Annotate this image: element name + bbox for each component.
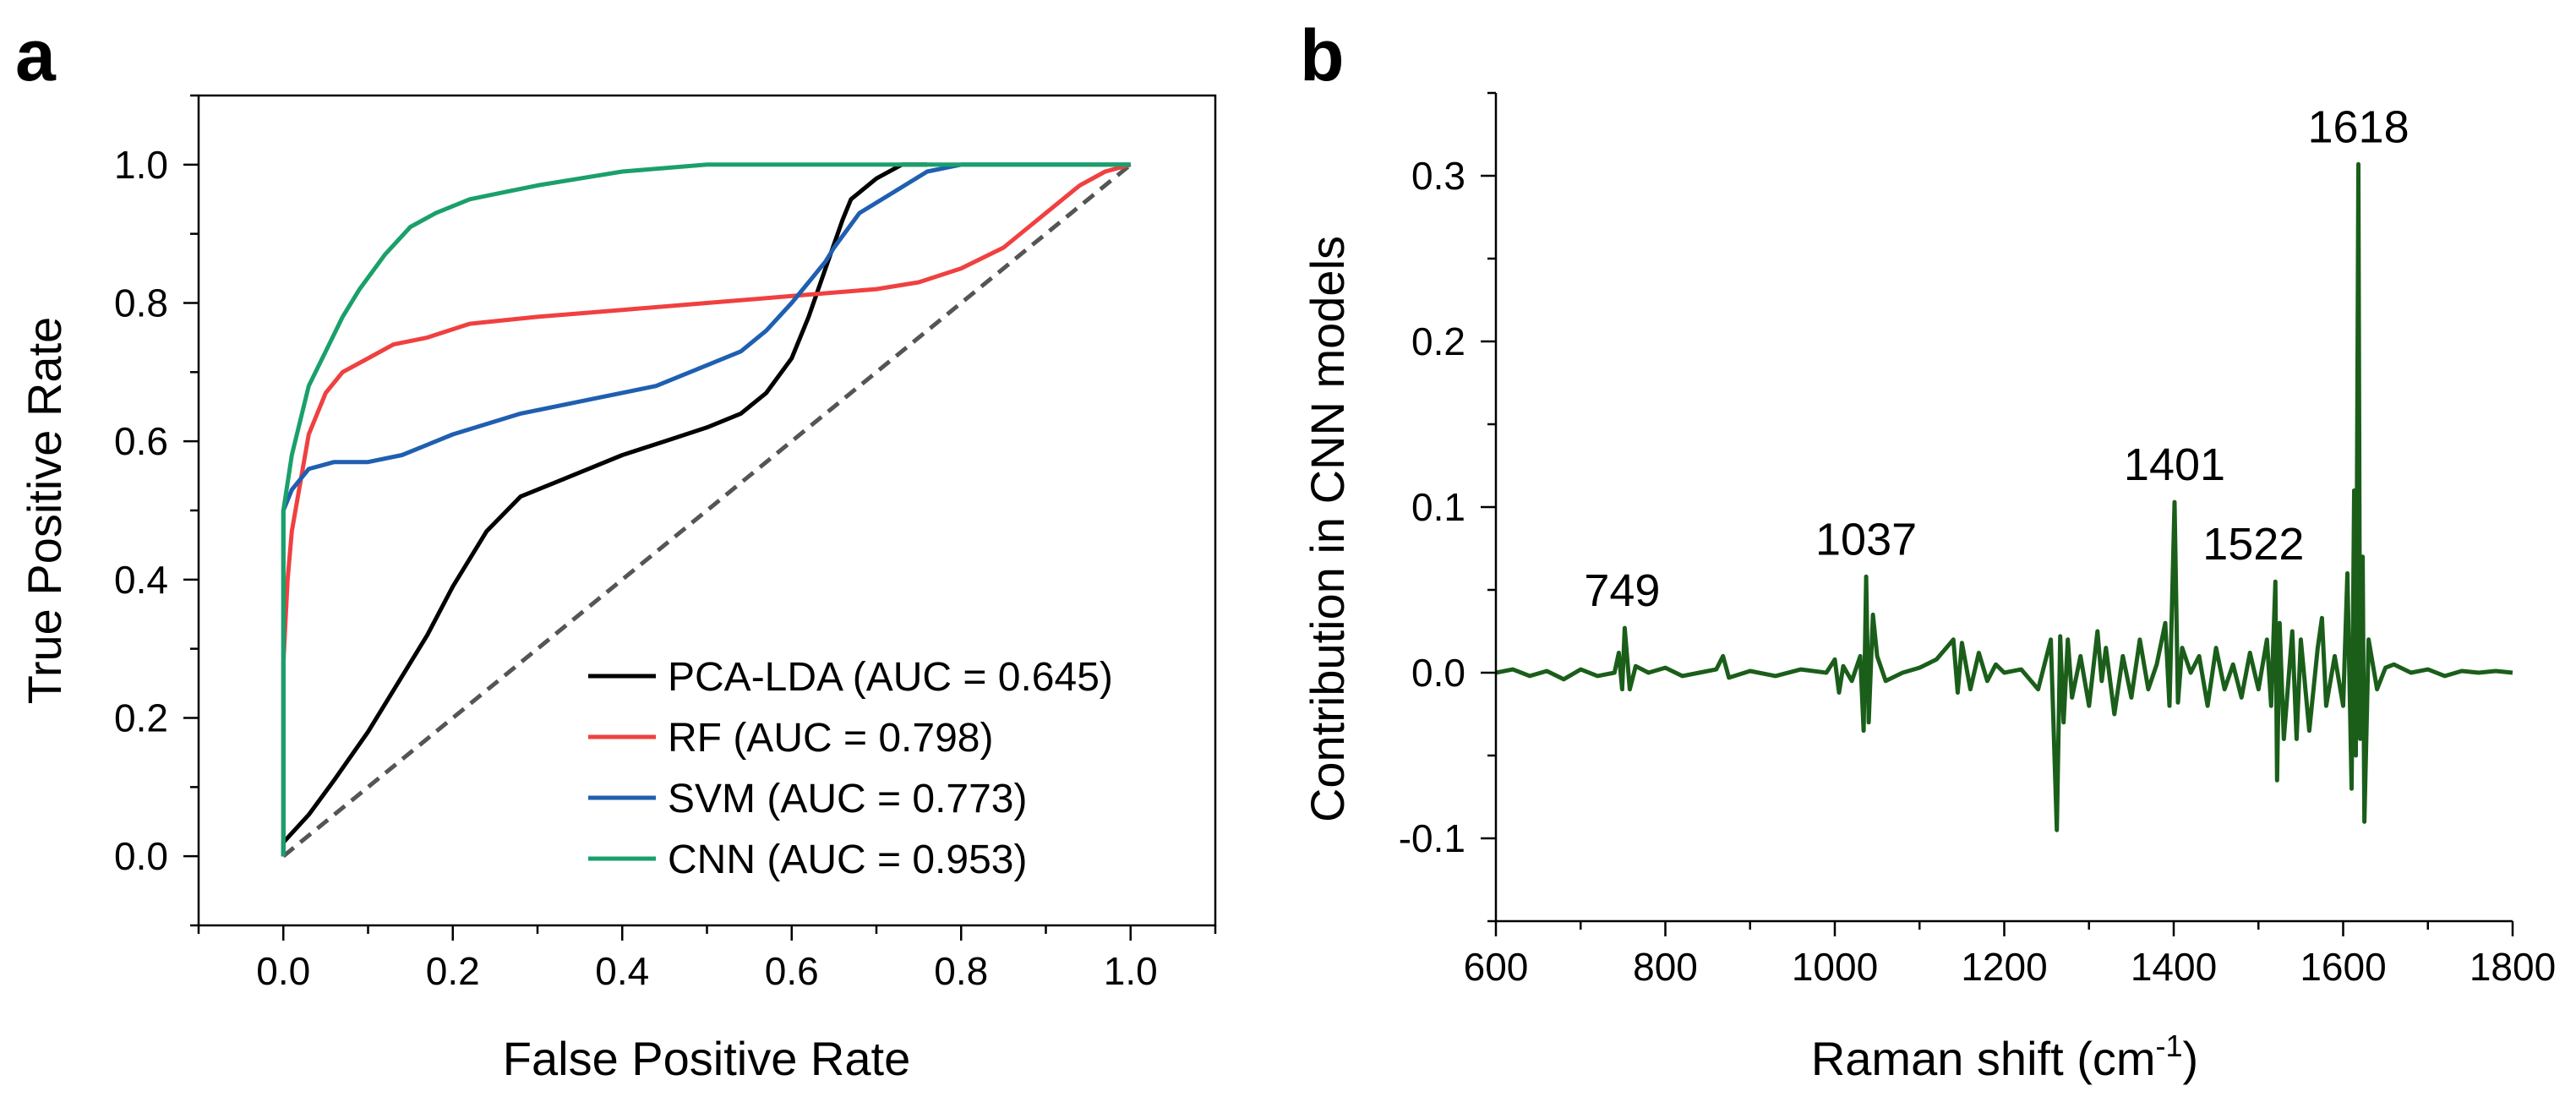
x-title-suffix: ) [2183,1032,2199,1085]
peak-label-1522: 1522 [2202,519,2304,570]
roc-y-tick-label: 1.0 [114,143,168,187]
roc-x-tick-label: 0.2 [426,949,480,993]
peak-label-1618: 1618 [2307,101,2409,152]
roc-y-tick-label: 0.2 [114,696,168,740]
contribution-x-axis-title: Raman shift (cm-1) [1811,1028,2198,1085]
roc-y-tick-label: 0.0 [114,834,168,878]
peak-label-1037: 1037 [1815,514,1917,565]
contribution-x-tick-label: 1200 [1961,945,2047,989]
roc-reference-diagonal [281,162,1132,859]
contribution-y-tick-label: -0.1 [1399,816,1465,860]
contribution-y-tick-label: 0.0 [1411,651,1465,695]
roc-y-tick-label: 0.6 [114,419,168,463]
roc-chart: 0.0 0.2 0.4 0.6 0.8 1.0 0.0 0.2 0.4 0.6 0.8 1.0 Fa… [18,94,1217,1085]
roc-line-rf [281,162,1132,857]
roc-y-ticks: 0.0 0.2 0.4 0.6 0.8 1.0 [114,94,199,927]
peak-label-1401: 1401 [2124,439,2225,490]
contribution-series-group [1495,161,2513,832]
contribution-y-tick-label: 0.2 [1411,319,1465,363]
roc-x-tick-label: 0.8 [934,949,988,993]
peak-annotations: 749 1037 1401 1522 1618 [1584,101,2409,616]
legend-label-cnn: CNN (AUC = 0.953) [668,837,1027,882]
roc-x-tick-label: 1.0 [1104,949,1158,993]
roc-x-ticks: 0.0 0.2 0.4 0.6 0.8 1.0 [197,925,1217,993]
peak-label-749: 749 [1584,565,1660,616]
roc-y-axis-title: True Positive Rate [18,317,71,705]
legend-label-pca-lda: PCA-LDA (AUC = 0.645) [668,655,1113,700]
roc-y-tick-label: 0.8 [114,281,168,325]
contribution-x-tick-label: 1400 [2131,945,2217,989]
x-title-superscript: -1 [2155,1028,2182,1063]
roc-x-axis-title: False Positive Rate [503,1032,910,1085]
legend-label-svm: SVM (AUC = 0.773) [668,777,1027,821]
contribution-chart: 600 800 1000 1200 1400 1600 1800 -0.1 0.0 0.1 0.2… [1301,91,2556,1085]
contribution-x-tick-label: 1000 [1792,945,1878,989]
x-title-main: Raman shift (cm [1811,1032,2156,1085]
contribution-x-tick-label: 1600 [2300,945,2386,989]
contribution-x-tick-label: 1800 [2470,945,2556,989]
contribution-y-ticks: -0.1 0.0 0.1 0.2 0.3 [1399,91,1496,923]
roc-legend: PCA-LDA (AUC = 0.645) RF (AUC = 0.798) SVM… [588,655,1113,882]
contribution-y-tick-label: 0.1 [1411,485,1465,529]
legend-label-rf: RF (AUC = 0.798) [668,716,993,761]
roc-line-pca-lda [281,162,928,857]
contribution-line [1495,161,2513,832]
contribution-x-ticks: 600 800 1000 1200 1400 1600 1800 [1464,921,2556,989]
panel-letter-a: a [15,15,57,96]
roc-series-group [281,162,1132,859]
contribution-y-axis-title: Contribution in CNN models [1301,236,1354,822]
contribution-x-tick-label: 800 [1633,945,1698,989]
contribution-x-tick-label: 600 [1464,945,1529,989]
roc-x-tick-label: 0.0 [256,949,310,993]
panel-letter-b: b [1300,15,1345,96]
roc-line-cnn [281,162,1131,857]
roc-line-svm [281,162,1131,857]
roc-x-tick-label: 0.4 [595,949,649,993]
roc-x-tick-label: 0.6 [765,949,819,993]
roc-y-tick-label: 0.4 [114,558,168,602]
contribution-y-tick-label: 0.3 [1411,154,1465,198]
